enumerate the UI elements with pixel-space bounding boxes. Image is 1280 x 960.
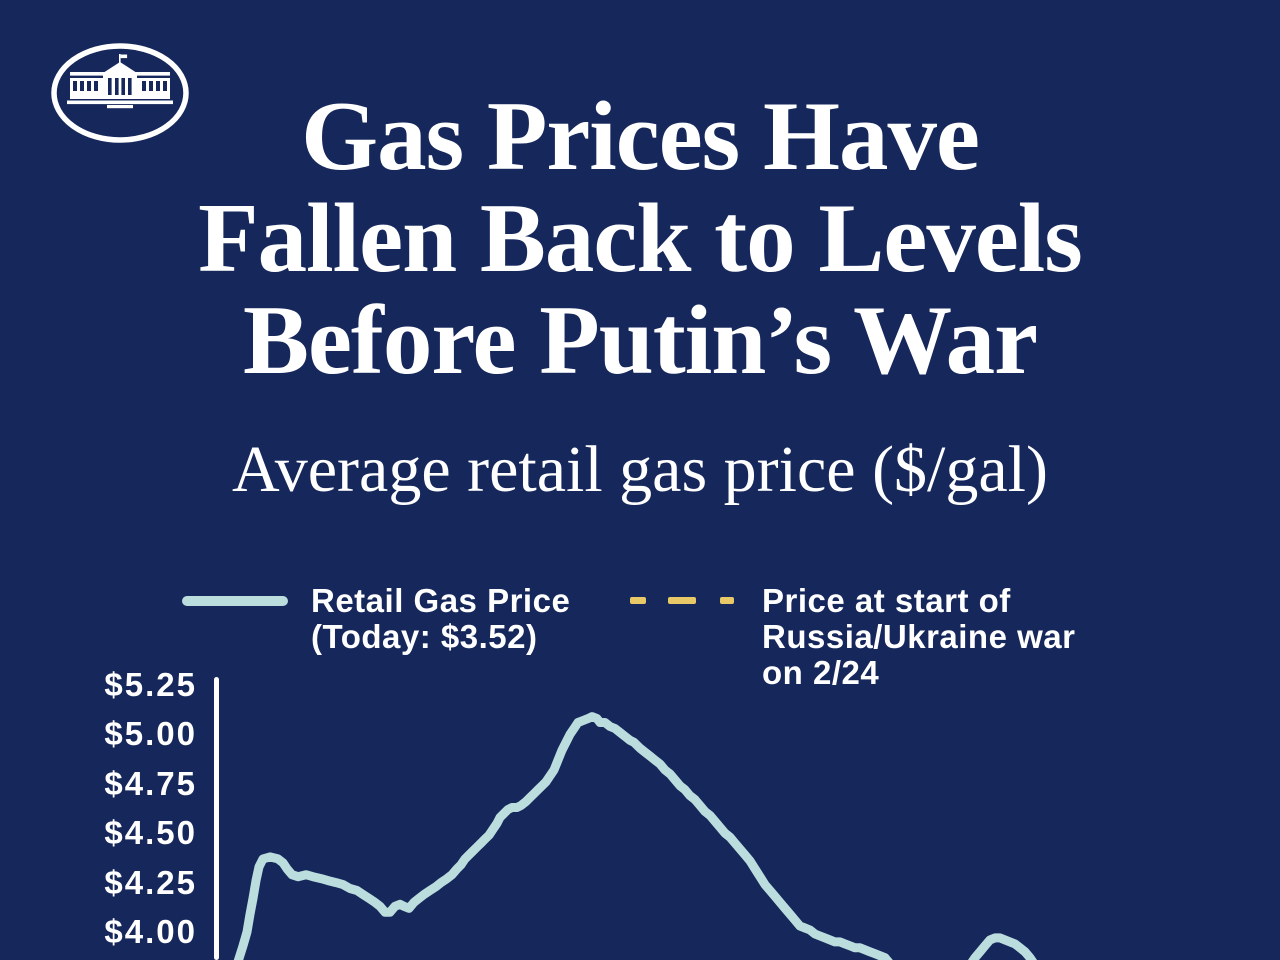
- y-axis-tick-label: $4.75: [104, 764, 197, 802]
- legend-war-line-1: Price at start of: [762, 582, 1011, 619]
- retail-gas-price-curve: [968, 933, 1037, 960]
- retail-gas-line-swatch-icon: [182, 596, 288, 606]
- war-start-dashed-swatch-icon: [630, 597, 734, 605]
- legend-war-line-2: Russia/Ukraine war: [762, 618, 1076, 655]
- title-line-1: Gas Prices Have: [301, 82, 980, 191]
- legend-war-line-3: on 2/24: [762, 654, 880, 691]
- y-axis-tick-label: $4.50: [104, 814, 197, 852]
- y-axis-line: [214, 677, 219, 960]
- dash-icon: [720, 597, 734, 604]
- legend-retail-line-2: (Today: $3.52): [311, 618, 538, 655]
- dash-icon: [630, 597, 646, 604]
- legend-item-war-start-label: Price at start of Russia/Ukraine war on …: [762, 583, 1122, 691]
- title-line-3: Before Putin’s War: [242, 286, 1038, 395]
- legend-retail-line-1: Retail Gas Price: [311, 582, 571, 619]
- y-axis-tick-label: $5.00: [104, 715, 197, 753]
- y-axis-tick-label: $5.25: [104, 666, 197, 703]
- page-title: Gas Prices Have Fallen Back to Levels Be…: [0, 86, 1280, 392]
- title-line-2: Fallen Back to Levels: [198, 184, 1083, 293]
- y-axis-tick-label: $4.25: [104, 863, 197, 901]
- dash-icon: [668, 597, 696, 604]
- legend-item-retail-gas-label: Retail Gas Price (Today: $3.52): [311, 583, 611, 655]
- y-axis-tick-label: $4.00: [104, 913, 197, 950]
- retail-gas-price-curve: [233, 712, 893, 960]
- chart-subtitle: Average retail gas price ($/gal): [231, 433, 1048, 506]
- white-house-logo-icon: [51, 43, 189, 143]
